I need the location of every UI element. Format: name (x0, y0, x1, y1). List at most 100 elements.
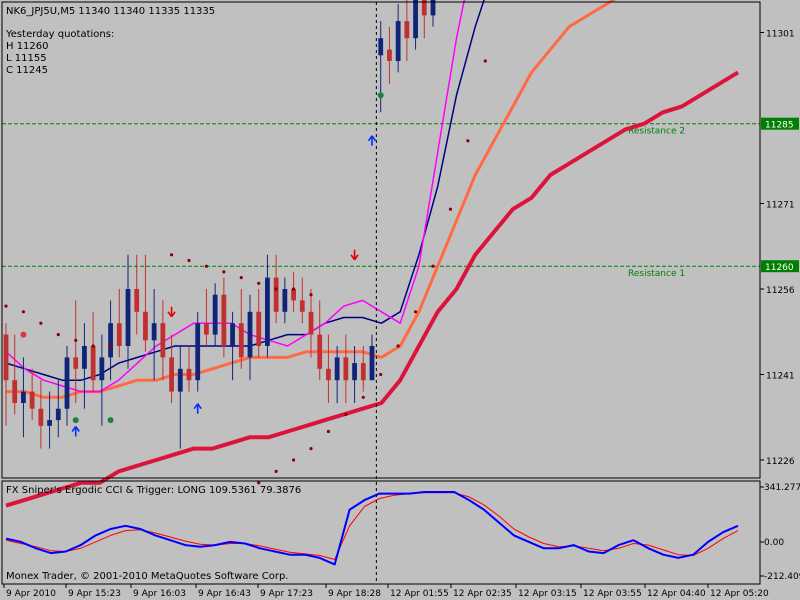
candle-body (238, 323, 244, 358)
signal-dot-green (377, 92, 384, 99)
candle-body (404, 21, 410, 39)
candle-body (21, 391, 26, 403)
candle-body (317, 334, 323, 369)
psar-dot (344, 412, 348, 416)
candle-body (247, 311, 253, 358)
candle-body (230, 323, 235, 346)
x-axis-label: 12 Apr 03:15 (518, 589, 577, 599)
candle-body (160, 323, 166, 358)
psar-dot (291, 458, 296, 462)
y-axis-label: 11226 (766, 457, 795, 467)
candle-body (212, 294, 218, 335)
psar-dot (169, 253, 174, 257)
ma-crimson-line (5, 70, 740, 508)
level-price-box (761, 260, 799, 273)
candle-body (256, 311, 262, 346)
candle-body (134, 289, 140, 312)
psar-dot (257, 481, 261, 485)
symbol-header: NK6_JPJ5U,M5 11340 11340 11335 11335 (6, 6, 215, 17)
psar-dot (466, 139, 470, 143)
candle-body (352, 363, 357, 381)
cci-title: FX Sniper's Ergodic CCI & Trigger: LONG … (6, 485, 301, 496)
candle-body (343, 357, 349, 381)
x-axis-label: 9 Apr 18:28 (328, 589, 381, 599)
candle-body (82, 346, 87, 369)
candle-body (378, 38, 384, 56)
candle-body (360, 363, 366, 381)
candle-body (177, 368, 183, 392)
candle-body (73, 357, 79, 369)
psar-dot (222, 270, 226, 274)
ma-navy-line (5, 0, 485, 381)
cci-y-label: 0.00 (764, 538, 784, 548)
psar-dot (448, 207, 453, 211)
psar-dot (21, 310, 26, 314)
psar-dot (326, 429, 331, 434)
candle-body (90, 346, 96, 381)
psar-dot (291, 287, 296, 291)
y-axis-label: 11301 (766, 30, 795, 40)
psar-dot (379, 372, 383, 377)
x-axis-label: 9 Apr 16:03 (133, 589, 186, 599)
x-axis-label: 12 Apr 02:35 (453, 589, 512, 599)
candle-body (334, 357, 340, 381)
trigger-line (5, 492, 739, 560)
yesterday-low: L 11155 (6, 53, 47, 64)
cci-panel (5, 491, 739, 566)
psar-dot (257, 281, 261, 285)
signal-dot-green (72, 417, 79, 424)
price-panel-border (1, 1, 761, 479)
signal-dot-green (107, 417, 114, 424)
x-axis-label: 9 Apr 15:23 (68, 589, 121, 599)
psar-dot (309, 293, 313, 297)
cci-y-label: 341.2775 (764, 483, 800, 493)
candle-body (273, 277, 279, 312)
x-axis-label: 9 Apr 16:43 (198, 589, 251, 599)
psar-dot (413, 310, 418, 314)
x-axis-label: 12 Apr 01:55 (390, 589, 449, 599)
candle-body (308, 311, 314, 335)
candle-body (387, 49, 392, 61)
yesterday-close: C 11245 (6, 65, 48, 76)
psar-dot (431, 264, 435, 268)
candle-body (12, 380, 18, 403)
arrow-up-icon (193, 403, 202, 414)
x-axis-label: 12 Apr 03:55 (583, 589, 642, 599)
candle-body (38, 408, 44, 426)
candle-body (282, 289, 288, 312)
yesterday-title: Yesterday quotations: (5, 29, 114, 40)
level-price-label: 11285 (765, 121, 794, 131)
ma-magenta-line (5, 0, 466, 393)
candle-body (151, 323, 157, 341)
arrow-up-icon (367, 135, 377, 146)
psar-dot (483, 59, 487, 63)
candle-body (99, 357, 105, 381)
candle-body (169, 357, 174, 392)
candle-body (143, 311, 148, 341)
signal-dot-red (20, 331, 27, 338)
candle-body (265, 277, 270, 346)
y-axis-label: 11256 (766, 286, 795, 296)
psar-dot (4, 304, 8, 308)
yesterday-high: H 11260 (6, 41, 49, 52)
cci-line (5, 491, 739, 566)
candle-body (29, 391, 35, 409)
psar-dot (274, 287, 278, 291)
arrow-up-icon (71, 426, 80, 437)
psar-dot (309, 447, 313, 451)
psar-dot (91, 344, 95, 348)
candle-body (125, 289, 131, 346)
psar-dot (74, 338, 78, 342)
level-name: Resistance 1 (628, 269, 685, 279)
cci-y-label: -212.4099 (764, 572, 800, 582)
level-price-box (761, 117, 799, 130)
candle-body (47, 420, 52, 426)
candle-body (116, 323, 122, 346)
level-name: Resistance 2 (628, 127, 685, 137)
psar-dot (108, 344, 113, 348)
candle-body (291, 289, 296, 301)
x-axis-label: 9 Apr 2010 (6, 589, 56, 599)
